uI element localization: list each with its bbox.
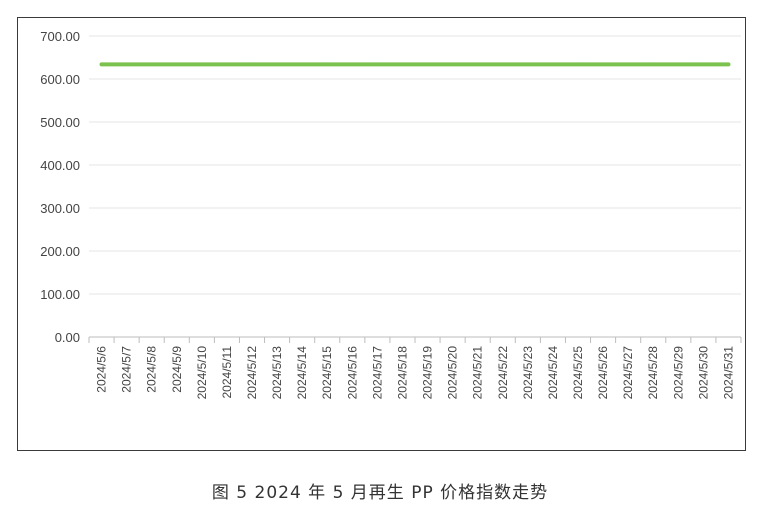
data-point — [150, 62, 154, 66]
data-point — [726, 62, 731, 66]
x-tick-label: 2024/5/29 — [671, 346, 685, 400]
y-tick-label: 300.00 — [40, 201, 80, 216]
data-point — [200, 62, 204, 66]
data-point — [476, 62, 480, 66]
x-tick-label: 2024/5/22 — [496, 346, 510, 400]
y-tick-label: 400.00 — [40, 158, 80, 173]
data-point — [651, 62, 655, 66]
data-point — [701, 62, 705, 66]
x-tick-label: 2024/5/15 — [320, 346, 334, 400]
x-tick-label: 2024/5/31 — [721, 346, 735, 400]
x-tick-label: 2024/5/13 — [270, 346, 284, 400]
x-tick-label: 2024/5/25 — [571, 346, 585, 400]
data-point — [125, 62, 129, 66]
x-tick-label: 2024/5/12 — [245, 346, 259, 400]
data-point — [676, 62, 680, 66]
x-tick-label: 2024/5/14 — [295, 346, 309, 400]
x-tick-label: 2024/5/19 — [421, 346, 435, 400]
x-tick-label: 2024/5/11 — [220, 346, 234, 399]
y-tick-label: 500.00 — [40, 115, 80, 130]
x-tick-label: 2024/5/27 — [621, 346, 635, 400]
x-tick-label: 2024/5/16 — [345, 346, 359, 400]
x-tick-label: 2024/5/18 — [395, 346, 409, 400]
x-tick-label: 2024/5/24 — [546, 346, 560, 400]
figure-caption: 图 5 2024 年 5 月再生 PP 价格指数走势 — [211, 483, 549, 503]
y-tick-label: 100.00 — [40, 287, 80, 302]
data-point — [400, 62, 405, 66]
data-point — [225, 62, 229, 66]
y-tick-label: 700.00 — [40, 29, 80, 44]
y-tick-label: 600.00 — [40, 72, 80, 87]
data-point — [501, 62, 505, 66]
data-point — [626, 62, 630, 66]
x-tick-label: 2024/5/6 — [95, 346, 109, 393]
data-point — [175, 62, 179, 66]
data-point — [250, 62, 254, 66]
data-point — [350, 62, 354, 66]
data-point — [325, 62, 329, 66]
x-tick-label: 2024/5/7 — [120, 346, 134, 393]
data-point — [375, 62, 379, 66]
x-tick-label: 2024/5/23 — [521, 346, 535, 400]
data-point — [526, 62, 530, 66]
line-chart: 0.00 100.00 200.00 300.00 400.00 500.00 600.00… — [40, 29, 742, 400]
data-point — [601, 62, 605, 66]
x-tick-label: 2024/5/17 — [370, 346, 384, 400]
x-tick-label: 2024/5/28 — [646, 346, 660, 400]
data-point — [275, 62, 279, 66]
data-point — [451, 62, 455, 66]
y-tick-label: 0.00 — [55, 330, 80, 345]
x-tick-label: 2024/5/8 — [145, 346, 159, 393]
data-point — [551, 62, 555, 66]
chart-frame: 0.00 100.00 200.00 300.00 400.00 500.00 600.00… — [17, 17, 746, 451]
x-tick-label: 2024/5/9 — [170, 346, 184, 393]
x-tick-label: 2024/5/10 — [195, 346, 209, 400]
x-tick-label: 2024/5/20 — [446, 346, 460, 400]
data-point — [300, 62, 304, 66]
data-point — [99, 62, 104, 66]
x-tick-label: 2024/5/26 — [596, 346, 610, 400]
data-point — [576, 62, 580, 66]
x-tick-label: 2024/5/21 — [471, 346, 485, 400]
x-tick-label: 2024/5/30 — [696, 346, 710, 400]
data-point — [425, 62, 430, 66]
y-tick-label: 200.00 — [40, 244, 80, 259]
